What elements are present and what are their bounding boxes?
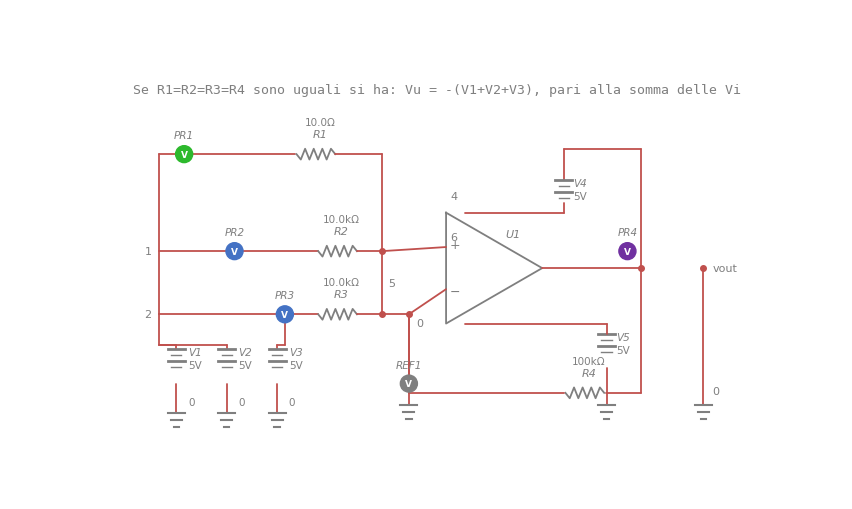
- Text: REF1: REF1: [395, 360, 422, 370]
- Text: U1: U1: [505, 230, 521, 240]
- Text: V4: V4: [573, 178, 586, 188]
- Text: 5: 5: [388, 278, 394, 288]
- Text: PR4: PR4: [617, 228, 636, 238]
- Text: R4: R4: [580, 368, 596, 378]
- Text: 1: 1: [144, 247, 152, 257]
- Text: Se R1=R2=R3=R4 sono uguali si ha: Vu = -(V1+V2+V3), pari alla somma delle Vi: Se R1=R2=R3=R4 sono uguali si ha: Vu = -…: [133, 84, 740, 97]
- Text: 0: 0: [711, 386, 719, 396]
- Text: 5V: 5V: [289, 360, 302, 371]
- Text: 0: 0: [289, 398, 295, 407]
- Text: V1: V1: [187, 348, 202, 357]
- Text: V2: V2: [238, 348, 252, 357]
- Text: vout: vout: [711, 264, 737, 273]
- Text: V: V: [623, 247, 630, 256]
- Text: V: V: [181, 150, 187, 159]
- Text: 6: 6: [449, 232, 457, 242]
- Circle shape: [176, 147, 193, 163]
- Text: R3: R3: [334, 290, 348, 300]
- Text: 5V: 5V: [238, 360, 252, 371]
- Text: R1: R1: [312, 130, 327, 140]
- Circle shape: [276, 306, 293, 323]
- Text: 10.0kΩ: 10.0kΩ: [323, 214, 360, 224]
- Text: V: V: [281, 310, 288, 319]
- Text: 0: 0: [187, 398, 194, 407]
- Circle shape: [400, 376, 417, 392]
- Text: 2: 2: [144, 309, 152, 320]
- Text: 100kΩ: 100kΩ: [571, 356, 605, 366]
- Circle shape: [226, 243, 243, 260]
- Text: PR3: PR3: [274, 291, 295, 301]
- Text: 5V: 5V: [187, 360, 202, 371]
- Text: V3: V3: [289, 348, 302, 357]
- Text: 10.0kΩ: 10.0kΩ: [323, 277, 360, 288]
- Text: V5: V5: [615, 332, 629, 342]
- Text: 5V: 5V: [573, 191, 586, 202]
- Text: PR2: PR2: [224, 228, 245, 238]
- Text: V: V: [405, 379, 412, 388]
- Text: 4: 4: [449, 191, 457, 202]
- Text: 10.0Ω: 10.0Ω: [304, 118, 335, 128]
- Text: PR1: PR1: [174, 131, 194, 141]
- Text: R2: R2: [334, 227, 348, 237]
- Circle shape: [619, 243, 636, 260]
- Text: 0: 0: [416, 318, 423, 328]
- Text: +: +: [450, 239, 460, 252]
- Text: −: −: [450, 286, 460, 298]
- Text: 5V: 5V: [615, 345, 629, 355]
- Text: 0: 0: [238, 398, 245, 407]
- Text: V: V: [231, 247, 238, 256]
